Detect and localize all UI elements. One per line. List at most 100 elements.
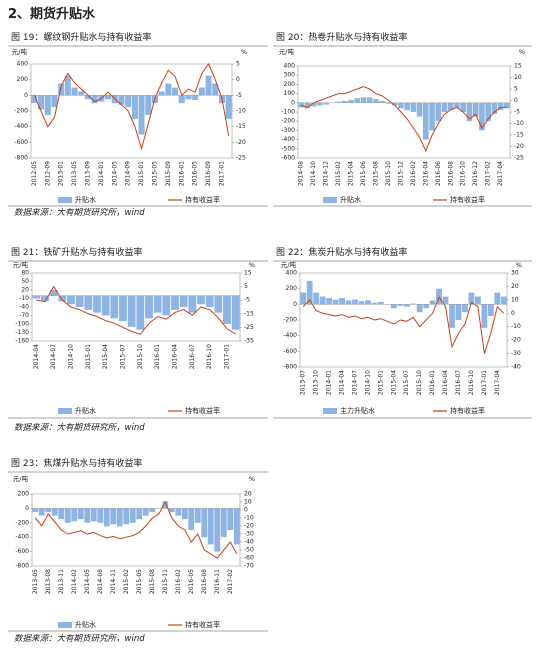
x-tick-label: 2014-05 xyxy=(111,161,118,186)
y2-axis-unit: % xyxy=(249,261,255,269)
x-tick-label: 2016-01 xyxy=(178,161,185,186)
x-tick-label: 2016-12 xyxy=(472,161,479,186)
bar xyxy=(227,508,234,530)
bar xyxy=(449,304,455,328)
y2-tick-label: 5 xyxy=(514,86,518,93)
y-tick-label: -800 xyxy=(283,364,297,371)
x-tick-label: 2016-05 xyxy=(192,161,199,186)
source-note: 数据来源：大有期货研究所，wind xyxy=(14,422,145,433)
y2-tick-label: -40 xyxy=(511,364,521,371)
bar xyxy=(45,508,52,512)
bar xyxy=(90,508,97,522)
x-tick-label: 2014-12 xyxy=(323,161,330,186)
bar xyxy=(479,102,485,131)
legend-label: 持有收益率 xyxy=(185,620,220,629)
y2-axis-unit: % xyxy=(241,48,247,56)
y2-tick-label: 10 xyxy=(514,74,522,81)
bar xyxy=(32,508,39,512)
y2-tick-label: 15 xyxy=(514,63,522,70)
legend-label: 升贴水 xyxy=(340,195,361,204)
y2-tick-label: -70 xyxy=(244,563,254,570)
bar xyxy=(205,295,214,307)
bar xyxy=(71,508,78,522)
y-tick-label: -70 xyxy=(19,312,29,319)
y2-tick-label: 30 xyxy=(511,270,519,277)
bar xyxy=(391,102,398,106)
legend-label: 持有收益率 xyxy=(185,406,220,415)
x-tick-label: 2016-05 xyxy=(188,569,195,594)
y2-tick-label: -20 xyxy=(511,337,521,344)
bar xyxy=(466,102,473,122)
y-tick-label: -800 xyxy=(15,563,29,570)
bar xyxy=(181,508,188,520)
bar xyxy=(410,303,417,305)
x-tick-label: 2015-02 xyxy=(123,569,130,594)
bar xyxy=(32,295,41,299)
y-tick-label: 300 xyxy=(284,72,296,79)
bar xyxy=(390,304,397,309)
y-tick-label: -10 xyxy=(19,295,29,302)
bar xyxy=(423,102,429,140)
bar xyxy=(67,295,75,305)
x-tick-label: 2015-01 xyxy=(377,370,384,395)
x-tick-label: 2016-08 xyxy=(447,161,454,186)
bar xyxy=(348,100,354,103)
x-tick-label: 2015-10 xyxy=(416,370,423,395)
legend-swatch xyxy=(323,408,337,414)
x-tick-label: 2013-01 xyxy=(58,161,65,186)
y-axis-unit: 元/吨 xyxy=(279,47,295,56)
y2-tick-label: 0 xyxy=(514,97,518,104)
y-tick-label: -400 xyxy=(14,123,28,130)
x-tick-label: 2013-11 xyxy=(58,569,65,594)
bar xyxy=(44,95,51,115)
y-tick-label: 100 xyxy=(284,90,296,97)
y2-axis-unit: % xyxy=(516,261,522,269)
x-tick-label: 2017-01 xyxy=(218,161,225,186)
bar xyxy=(313,292,320,305)
bar xyxy=(78,91,85,96)
source-note: 数据来源：大有期货研究所，wind xyxy=(14,207,145,218)
bar xyxy=(442,296,449,305)
x-tick-label: 2015-04 xyxy=(348,161,355,186)
bar xyxy=(231,295,240,330)
y-tick-label: -300 xyxy=(281,127,295,134)
line-series xyxy=(34,500,238,559)
y2-tick-label: -5 xyxy=(236,92,242,99)
chart-title: 图 19：螺纹钢升贴水与持有收益率 xyxy=(11,31,151,43)
bar xyxy=(77,508,84,520)
bar xyxy=(64,508,71,523)
bar xyxy=(71,87,78,96)
y2-tick-label: 20 xyxy=(244,491,252,498)
y-tick-label: 80 xyxy=(21,270,29,277)
bar xyxy=(38,508,45,516)
bar xyxy=(149,508,156,512)
bar xyxy=(397,304,404,306)
bar xyxy=(497,102,504,111)
bar xyxy=(468,292,475,305)
x-tick-label: 2016-04 xyxy=(422,161,429,186)
bar xyxy=(341,100,348,103)
x-tick-label: 2015-02 xyxy=(335,161,342,186)
legend-label: 持有收益率 xyxy=(450,195,485,204)
bar xyxy=(371,302,378,305)
bar xyxy=(205,75,212,96)
x-tick-label: 2016-07 xyxy=(189,344,196,369)
bar xyxy=(212,83,219,96)
x-tick-label: 2016-11 xyxy=(214,569,221,594)
x-tick-label: 2012-09 xyxy=(44,161,51,186)
y2-tick-label: 5 xyxy=(236,61,240,68)
bar xyxy=(435,102,442,122)
bar xyxy=(354,98,361,103)
x-tick-label: 2012-05 xyxy=(31,161,38,186)
x-tick-label: 2014-10 xyxy=(364,370,371,395)
bar xyxy=(345,300,352,305)
bar xyxy=(377,301,384,305)
y-tick-label: -500 xyxy=(281,145,295,152)
bar xyxy=(300,292,307,305)
x-tick-label: 2014-07 xyxy=(351,370,358,395)
bar xyxy=(379,100,385,103)
y2-tick-label: -15 xyxy=(244,310,254,317)
bar xyxy=(84,508,91,523)
x-tick-label: 2015-12 xyxy=(397,161,404,186)
y2-tick-label: -10 xyxy=(514,120,524,127)
